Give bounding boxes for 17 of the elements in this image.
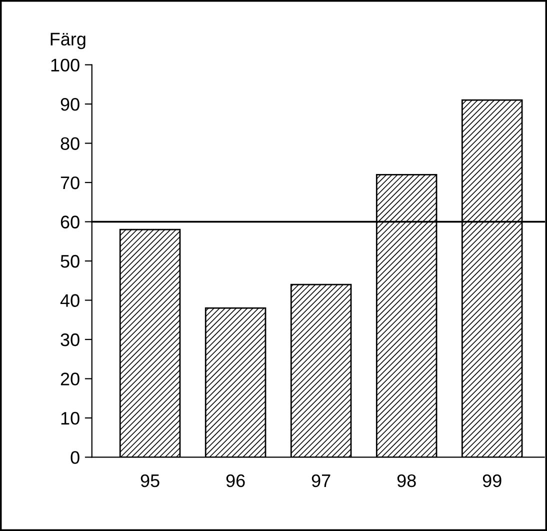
x-tick-label: 95 xyxy=(140,474,160,488)
x-tick-label: 96 xyxy=(226,474,245,488)
y-tick-label: 20 xyxy=(60,372,80,386)
y-tick-label: 0 xyxy=(70,451,80,464)
y-tick-label: 50 xyxy=(60,254,80,268)
y-tick-label: 30 xyxy=(60,333,80,346)
y-tick-label: 70 xyxy=(60,176,80,190)
y-tick-label: 100 xyxy=(51,58,80,72)
y-tick-label: 60 xyxy=(60,216,80,228)
y-tick-label: 40 xyxy=(60,294,80,307)
y-tick-label: 10 xyxy=(61,412,80,425)
y-tick-label: 80 xyxy=(60,137,80,150)
x-tick-label: 97 xyxy=(312,474,330,488)
x-tick-label: 99 xyxy=(482,474,502,488)
y-axis-title: Färg xyxy=(50,32,86,50)
y-tick-label: 90 xyxy=(60,98,80,111)
x-tick-label: 98 xyxy=(397,474,416,488)
